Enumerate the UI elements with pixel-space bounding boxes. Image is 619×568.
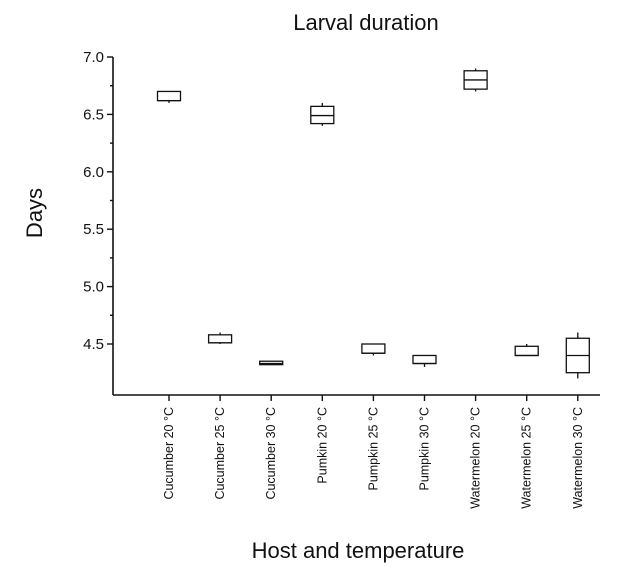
box-body xyxy=(361,343,386,354)
y-axis-label: Days xyxy=(22,188,47,238)
y-tick-label: 5.0 xyxy=(83,279,104,296)
box-body xyxy=(412,354,437,365)
y-tick-label: 5.5 xyxy=(83,221,104,238)
box-body xyxy=(514,345,539,357)
plot-area: 4.5 5.0 5.5 6.0 6.5 7.0 Cucumber 20 °C Cucumber… xyxy=(83,49,600,509)
y-tick-label: 6.0 xyxy=(83,164,104,181)
x-tick-label: Pumpkin 25 °C xyxy=(366,407,380,491)
box-body xyxy=(207,334,233,344)
x-axis-label: Host and temperature xyxy=(252,538,465,563)
chart-title: Larval duration xyxy=(293,10,439,35)
y-tick-label: 4.5 xyxy=(83,336,104,353)
x-tick-label: Watermelon 25 °C xyxy=(520,407,534,509)
x-tick-label: Cucumber 20 °C xyxy=(162,407,176,500)
box-body xyxy=(156,90,182,102)
y-tick-label: 7.0 xyxy=(83,49,104,66)
x-tick-label: Cucumber 30 °C xyxy=(264,407,278,500)
y-tick-label: 6.5 xyxy=(83,106,104,123)
x-tick-label: Pumpkin 30 °C xyxy=(418,407,432,491)
x-tick-label: Pumkin 20 °C xyxy=(315,407,329,484)
x-tick-label: Watermelon 30 °C xyxy=(571,407,585,509)
x-tick-label: Watermelon 20 °C xyxy=(469,407,483,509)
x-tick-label: Cucumber 25 °C xyxy=(213,407,227,500)
